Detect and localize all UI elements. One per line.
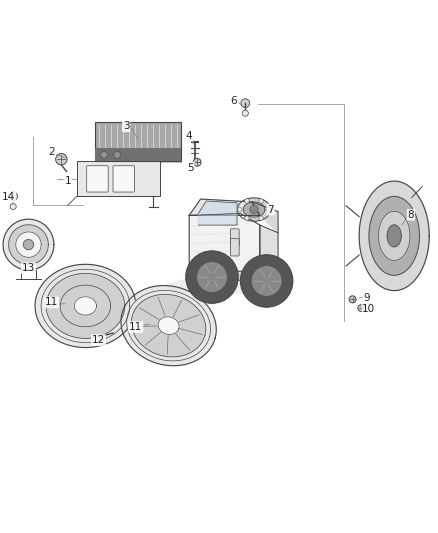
- Circle shape: [358, 304, 365, 312]
- Circle shape: [10, 204, 16, 209]
- FancyBboxPatch shape: [230, 238, 239, 256]
- Polygon shape: [9, 225, 48, 264]
- Polygon shape: [189, 271, 269, 281]
- FancyBboxPatch shape: [95, 122, 180, 161]
- Text: 3: 3: [123, 122, 130, 131]
- Text: 6: 6: [230, 96, 237, 106]
- Text: 12: 12: [92, 335, 105, 345]
- Circle shape: [245, 216, 249, 220]
- Circle shape: [114, 151, 121, 158]
- Polygon shape: [158, 317, 179, 334]
- Circle shape: [259, 199, 263, 203]
- FancyBboxPatch shape: [113, 166, 134, 192]
- Polygon shape: [252, 202, 278, 233]
- Polygon shape: [243, 202, 265, 217]
- Circle shape: [245, 199, 249, 203]
- Polygon shape: [23, 239, 34, 249]
- Circle shape: [349, 296, 356, 303]
- Polygon shape: [387, 225, 401, 247]
- FancyBboxPatch shape: [87, 166, 108, 192]
- Polygon shape: [74, 297, 96, 315]
- Circle shape: [238, 207, 242, 212]
- Circle shape: [241, 99, 250, 108]
- Text: 2: 2: [48, 147, 55, 157]
- Circle shape: [240, 255, 293, 307]
- Polygon shape: [121, 286, 216, 366]
- Polygon shape: [369, 197, 420, 275]
- FancyBboxPatch shape: [230, 229, 239, 246]
- Polygon shape: [46, 273, 125, 338]
- FancyBboxPatch shape: [96, 123, 182, 163]
- Circle shape: [242, 110, 248, 116]
- Polygon shape: [378, 211, 410, 261]
- Polygon shape: [189, 199, 260, 215]
- Polygon shape: [60, 285, 110, 327]
- Circle shape: [56, 154, 67, 165]
- Text: 9: 9: [364, 293, 371, 303]
- Circle shape: [266, 207, 270, 212]
- Circle shape: [100, 151, 107, 158]
- Polygon shape: [359, 181, 429, 290]
- FancyBboxPatch shape: [77, 161, 160, 197]
- Text: 14: 14: [2, 192, 15, 203]
- Text: 13: 13: [22, 263, 35, 273]
- Polygon shape: [131, 294, 206, 357]
- Text: 8: 8: [407, 210, 414, 220]
- Polygon shape: [3, 219, 54, 270]
- Polygon shape: [16, 232, 41, 257]
- Circle shape: [250, 205, 258, 214]
- FancyBboxPatch shape: [95, 148, 180, 161]
- Circle shape: [252, 266, 281, 295]
- Polygon shape: [198, 201, 237, 225]
- Text: 11: 11: [129, 322, 142, 332]
- Polygon shape: [35, 264, 136, 348]
- Text: 11: 11: [45, 297, 58, 308]
- Circle shape: [193, 158, 201, 166]
- Text: 4: 4: [186, 131, 193, 141]
- Polygon shape: [260, 225, 278, 276]
- Circle shape: [9, 192, 18, 201]
- Circle shape: [198, 263, 226, 292]
- Polygon shape: [237, 198, 271, 221]
- Text: 1: 1: [64, 176, 71, 186]
- Polygon shape: [41, 269, 130, 343]
- Text: 7: 7: [267, 205, 274, 215]
- Polygon shape: [189, 214, 260, 271]
- Ellipse shape: [165, 277, 290, 295]
- Circle shape: [186, 251, 238, 303]
- Text: 10: 10: [362, 304, 375, 314]
- Circle shape: [259, 216, 263, 220]
- Text: 5: 5: [187, 163, 194, 173]
- Polygon shape: [127, 290, 211, 361]
